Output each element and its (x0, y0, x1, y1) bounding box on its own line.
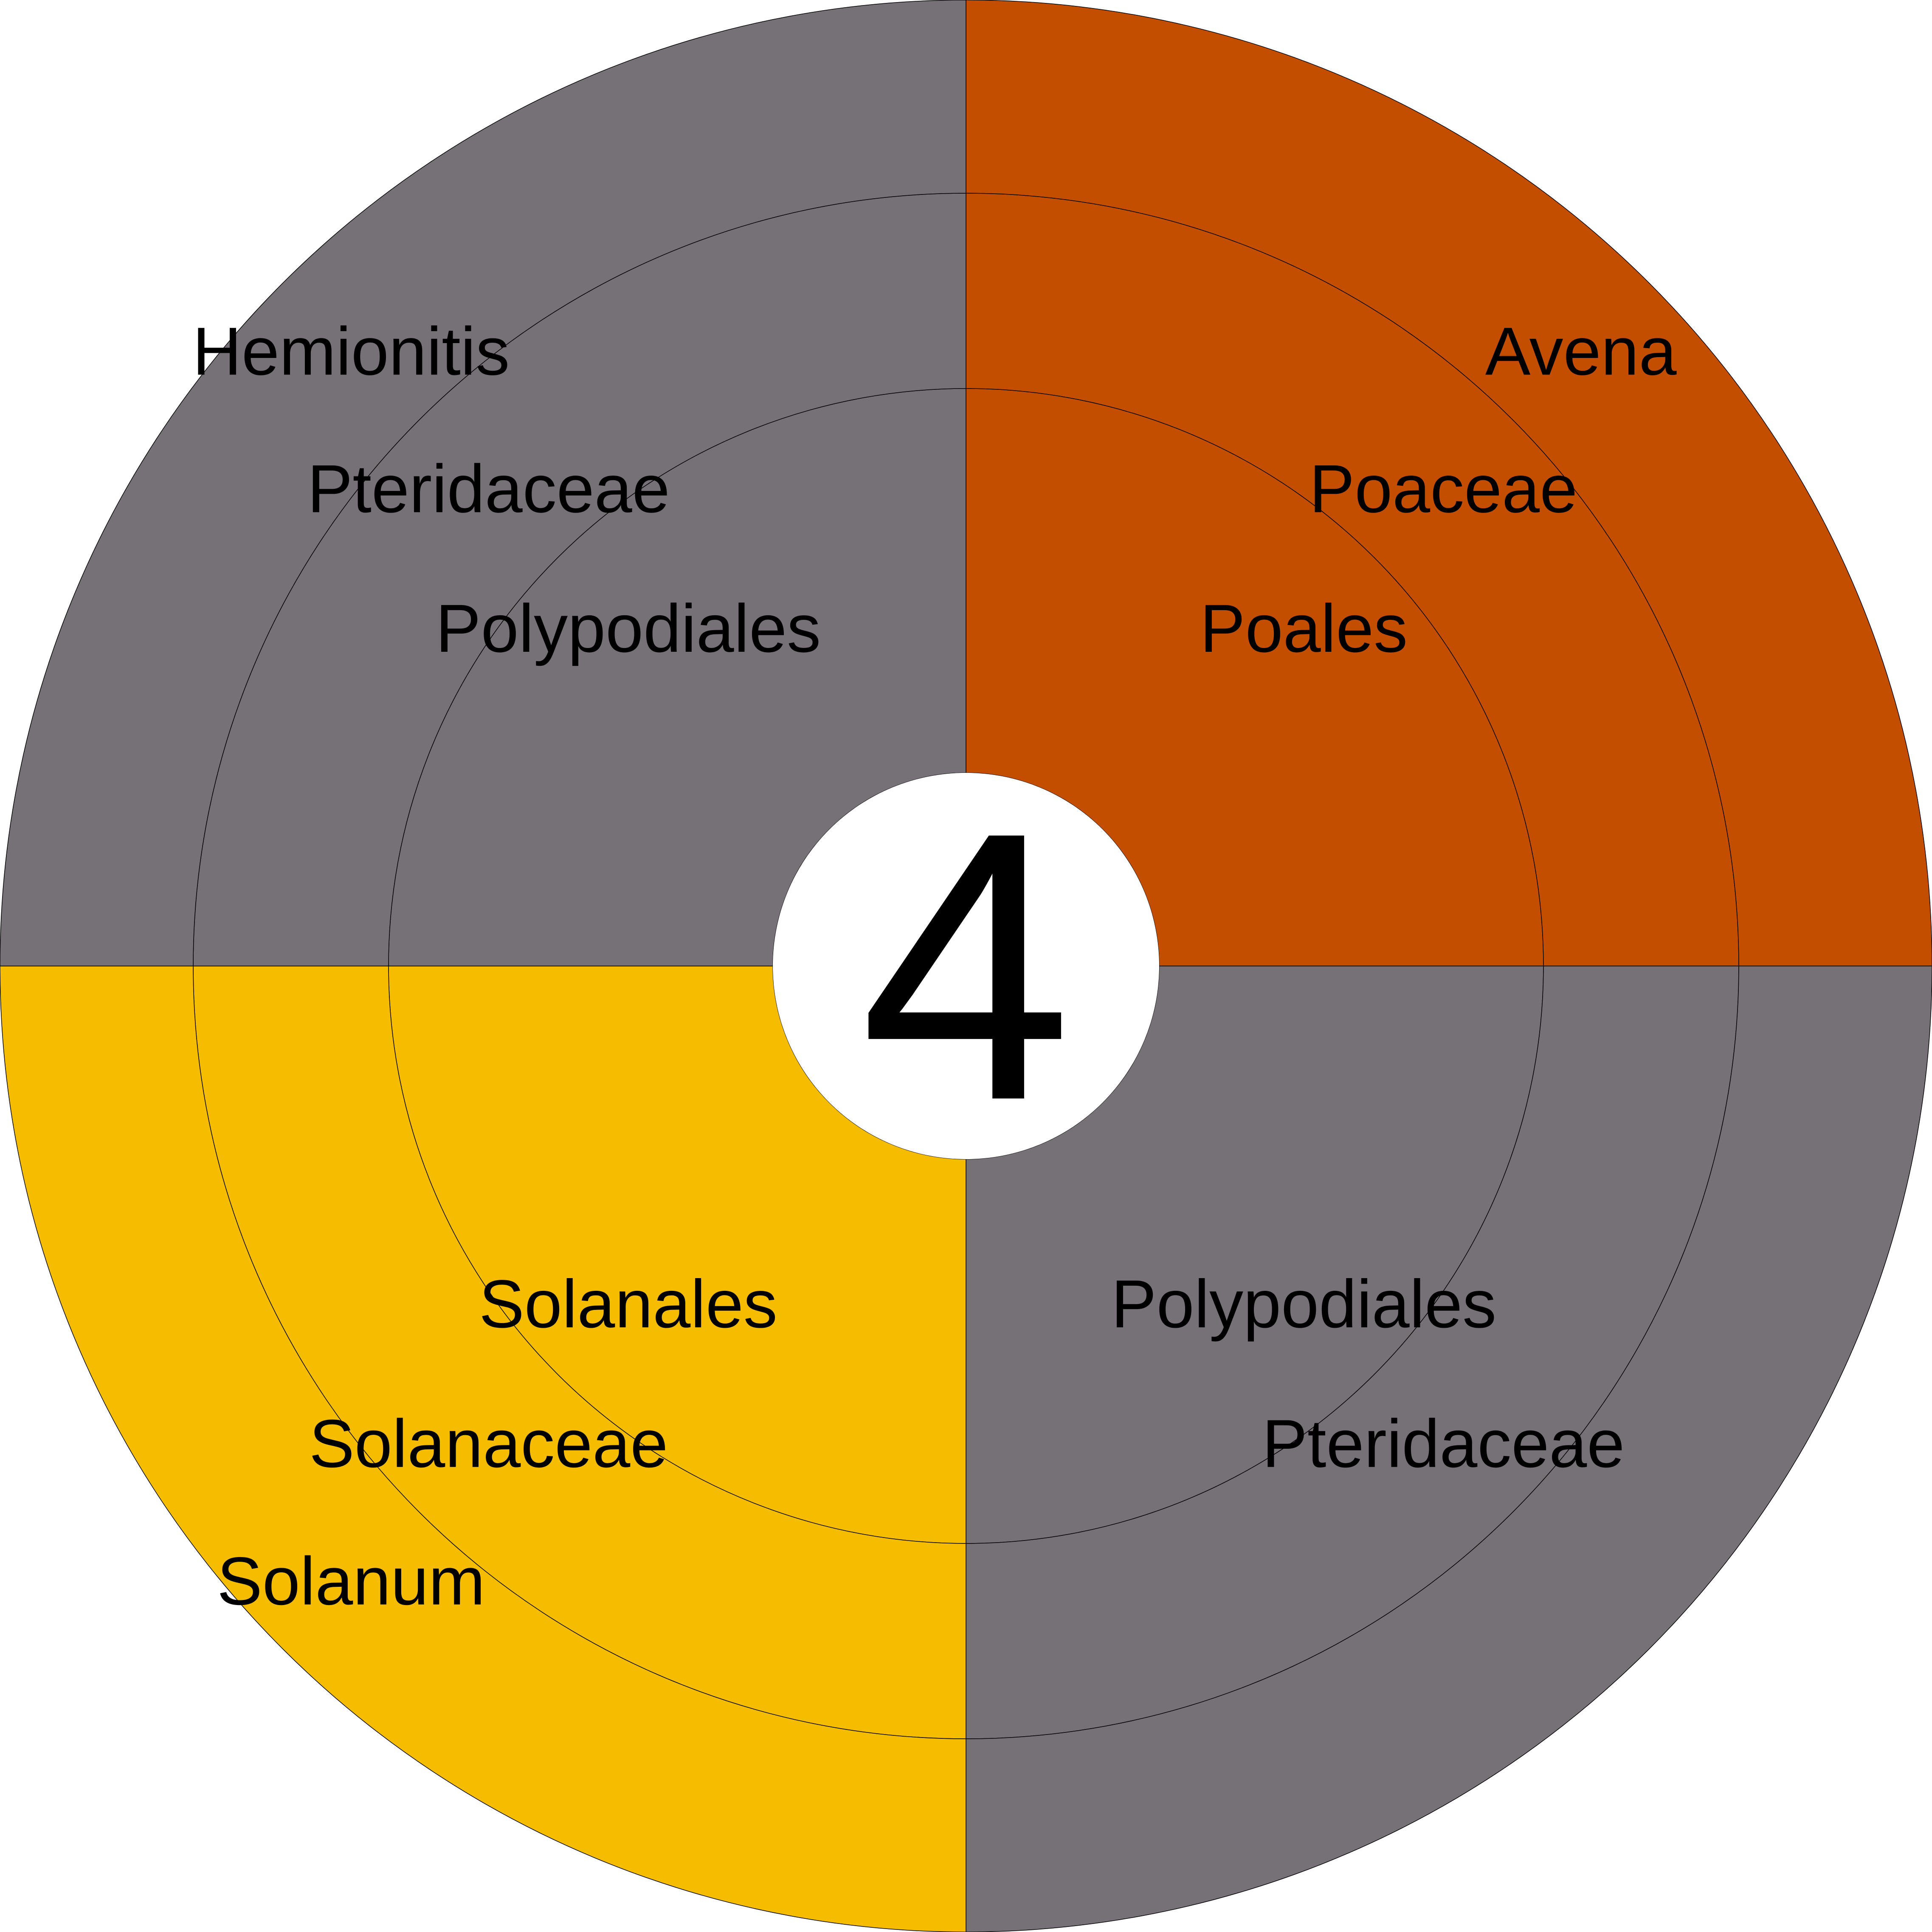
label-family-3: Pteridaceae (307, 451, 670, 527)
label-order-0: Poales (1200, 590, 1408, 666)
segment-genus-1 (966, 966, 1932, 1932)
labels-layer: Poales Poaceae Avena Polypodiales Pteridacea… (192, 313, 1676, 1619)
label-genus-3: Hemionitis (192, 313, 510, 389)
label-family-0: Poaceae (1309, 451, 1577, 527)
label-order-1: Polypodiales (1111, 1266, 1496, 1342)
label-genus-0: Avena (1485, 313, 1677, 389)
center-hole (773, 773, 1159, 1159)
label-order-2: Solanales (479, 1266, 777, 1342)
segment-genus-2 (0, 966, 966, 1932)
segment-genus-3 (0, 0, 966, 966)
label-family-2: Solanaceae (309, 1405, 668, 1481)
label-genus-2: Solanum (217, 1543, 485, 1619)
segment-genus-0 (966, 0, 1932, 966)
label-family-1: Pteridaceae (1262, 1405, 1625, 1481)
center-label: 4 (860, 752, 1073, 1180)
label-order-3: Polypodiales (436, 590, 821, 666)
